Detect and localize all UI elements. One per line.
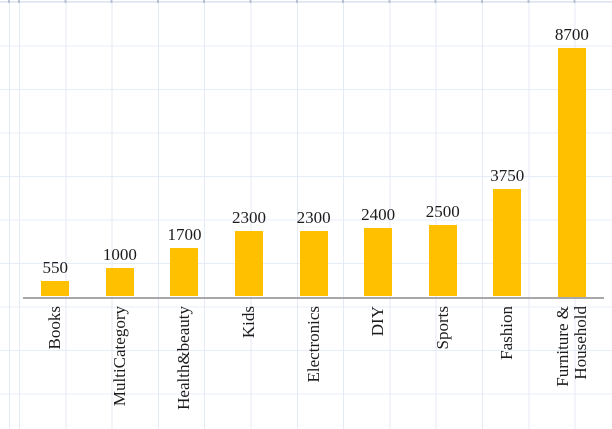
top-row-remnant <box>0 0 612 4</box>
bar-multicategory <box>105 267 134 297</box>
category-label-sports: Sports <box>432 306 452 350</box>
category-label-electronics: Electronics <box>303 306 323 383</box>
value-label-diy: 2400 <box>361 204 396 224</box>
bar-sports <box>428 224 457 297</box>
bar-kids <box>235 230 263 297</box>
value-label-sports: 2500 <box>425 201 460 221</box>
bar-diy <box>364 227 393 297</box>
category-label-multicategory: MultiCategory <box>109 306 129 407</box>
bar-books <box>41 280 70 297</box>
value-label-fashion: 3750 <box>490 166 525 186</box>
value-label-health-beauty: 1700 <box>167 224 202 244</box>
bar-fashion <box>493 189 522 297</box>
bar-health-beauty <box>170 247 199 297</box>
category-label-books: Books <box>45 306 65 350</box>
category-label-kids: Kids <box>239 306 258 339</box>
value-label-electronics: 2300 <box>296 207 331 227</box>
category-label-furniture-household: Furniture & Household <box>552 306 590 387</box>
x-axis-line <box>23 296 604 299</box>
bar-furniture-household <box>557 47 586 297</box>
category-label-fashion: Fashion <box>497 306 517 360</box>
category-label-health-beauty: Health&beauty <box>174 306 194 410</box>
value-label-furniture-household: 8700 <box>554 24 589 44</box>
value-label-books: 550 <box>42 257 69 277</box>
value-label-kids: 2300 <box>232 207 266 227</box>
bar-electronics <box>299 230 328 297</box>
category-label-diy: DIY <box>368 306 388 337</box>
value-label-multicategory: 1000 <box>102 244 137 264</box>
